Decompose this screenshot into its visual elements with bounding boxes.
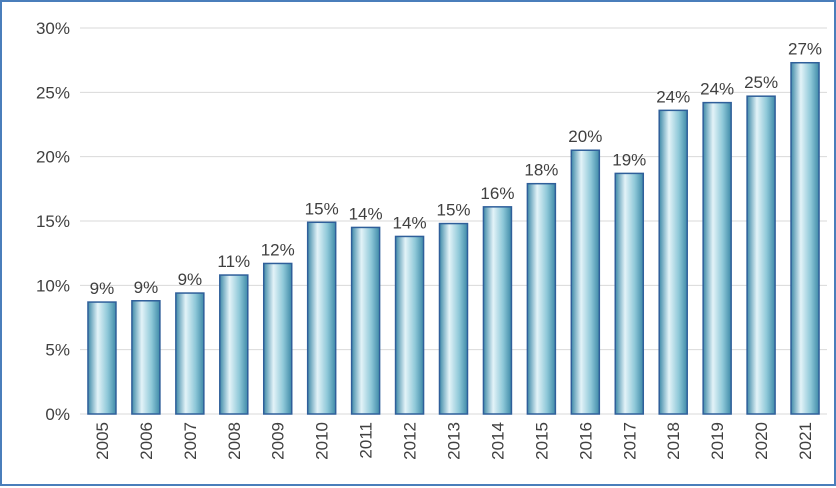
- bar-2010: [306, 221, 337, 415]
- bar-2007: [175, 292, 205, 415]
- data-label-2007: 9%: [178, 270, 203, 289]
- x-tick-label-2011: 2011: [357, 422, 376, 459]
- data-label-2011: 14%: [349, 204, 383, 223]
- data-label-2012: 14%: [393, 213, 427, 232]
- bar-2017: [614, 172, 645, 415]
- y-tick-label: 25%: [36, 83, 70, 102]
- x-tick-label-2007: 2007: [181, 422, 200, 460]
- x-tick-label-2009: 2009: [269, 422, 288, 460]
- data-label-2019: 24%: [700, 80, 734, 99]
- bar-2021: [790, 61, 820, 415]
- x-tick-label-2017: 2017: [620, 422, 639, 460]
- bar-2019: [702, 101, 732, 415]
- x-tick-label-2010: 2010: [313, 422, 332, 460]
- data-label-2013: 15%: [436, 201, 470, 220]
- bar-2015: [526, 182, 557, 415]
- x-tick-label-2013: 2013: [445, 422, 464, 460]
- x-tick-label-2006: 2006: [137, 422, 156, 460]
- bar-2011: [350, 226, 381, 415]
- bar-2009: [262, 262, 293, 415]
- x-tick-label-2008: 2008: [225, 422, 244, 460]
- bar-2005: [87, 301, 117, 415]
- bar-2006: [131, 300, 161, 415]
- bars: [87, 61, 820, 415]
- bar-2013: [438, 222, 469, 415]
- data-label-2006: 9%: [134, 278, 159, 297]
- x-tick-label-2019: 2019: [708, 422, 727, 460]
- data-label-2017: 19%: [612, 150, 646, 169]
- x-tick-label-2005: 2005: [93, 422, 112, 460]
- bar-2014: [482, 206, 513, 415]
- x-tick-label-2014: 2014: [488, 422, 507, 460]
- data-label-2008: 11%: [217, 252, 250, 271]
- bar-2008: [219, 274, 249, 415]
- data-label-2005: 9%: [90, 279, 115, 298]
- data-labels: 9% 9% 9% 11% 12% 15% 14% 14% 15% 16% 18% 20% 19% 24% 2…: [90, 40, 822, 298]
- data-label-2020: 25%: [744, 73, 778, 92]
- y-tick-label: 5%: [45, 341, 70, 360]
- data-label-2018: 24%: [656, 87, 690, 106]
- data-label-2009: 12%: [261, 240, 295, 259]
- y-tick-label: 0%: [45, 405, 70, 424]
- y-tick-label: 30%: [36, 19, 70, 38]
- y-tick-label: 20%: [36, 148, 70, 167]
- y-tick-label: 10%: [36, 276, 70, 295]
- y-tick-label: 15%: [36, 212, 70, 231]
- data-label-2014: 16%: [480, 184, 514, 203]
- y-axis: 0% 5% 10% 15% 20% 25% 30%: [36, 19, 70, 424]
- x-tick-label-2021: 2021: [796, 422, 815, 460]
- data-label-2016: 20%: [568, 127, 602, 146]
- x-tick-label-2012: 2012: [401, 422, 420, 460]
- bar-2016: [570, 149, 601, 415]
- x-tick-label-2016: 2016: [576, 422, 595, 460]
- data-label-2021: 27%: [788, 40, 822, 59]
- bar-2020: [746, 95, 776, 415]
- x-tick-label-2020: 2020: [752, 422, 771, 460]
- x-tick-label-2015: 2015: [532, 422, 551, 460]
- bar-2018: [658, 109, 688, 415]
- x-axis: 2005 2006 2007 2008 2009 2010 2011 2012 2013 2014…: [93, 422, 815, 460]
- bar-2012: [394, 235, 425, 415]
- x-tick-label-2018: 2018: [664, 422, 683, 460]
- data-label-2015: 18%: [524, 161, 558, 180]
- data-label-2010: 15%: [305, 199, 339, 218]
